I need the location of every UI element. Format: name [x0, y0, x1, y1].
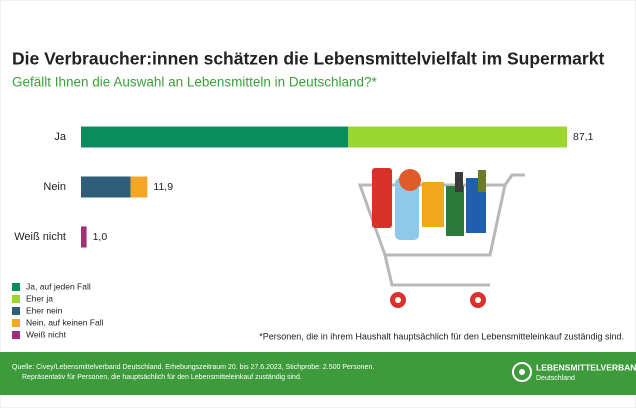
legend-swatch: [12, 331, 20, 339]
chart-subtitle: Gefällt Ihnen die Auswahl an Lebensmitte…: [12, 75, 377, 90]
chart-title: Die Verbraucher:innen schätzen die Leben…: [12, 49, 604, 69]
total-label: 87,1: [573, 131, 594, 143]
total-label: 1,0: [93, 231, 108, 243]
category-label: Ja: [54, 131, 67, 143]
footnote: *Personen, die in ihrem Haushalt hauptsä…: [259, 331, 624, 341]
legend-swatch: [12, 319, 20, 327]
source: Repräsentativ für Personen, die hauptsäc…: [22, 374, 302, 381]
legend-swatch: [12, 283, 20, 291]
total-label: 11,9: [153, 181, 173, 193]
bar-segment: [81, 226, 87, 248]
source: Quelle: Civey/Lebensmittelverband Deutsc…: [12, 364, 374, 371]
legend-label: Weiß nicht: [26, 329, 67, 339]
logo-name: LEBENSMITTELVERBAND: [536, 362, 636, 372]
legend-swatch: [12, 295, 20, 303]
cart-illustration: [357, 168, 525, 308]
category-label: Nein: [43, 181, 66, 193]
legend-label: Eher nein: [26, 305, 63, 315]
legend-label: Nein, auf keinen Fall: [26, 317, 104, 327]
legend-label: Ja, auf jeden Fall: [26, 281, 91, 291]
logo: LEBENSMITTELVERBAND Deutschland: [512, 362, 636, 382]
bar-segment: [81, 126, 349, 148]
legend-label: Eher ja: [26, 293, 53, 303]
legend-swatch: [12, 307, 20, 315]
category-label: Weiß nicht: [14, 231, 66, 243]
bar-segment: [348, 126, 567, 148]
logo-sub: Deutschland: [536, 375, 575, 382]
bar-segment: [130, 176, 148, 198]
bar-segment: [81, 176, 131, 198]
